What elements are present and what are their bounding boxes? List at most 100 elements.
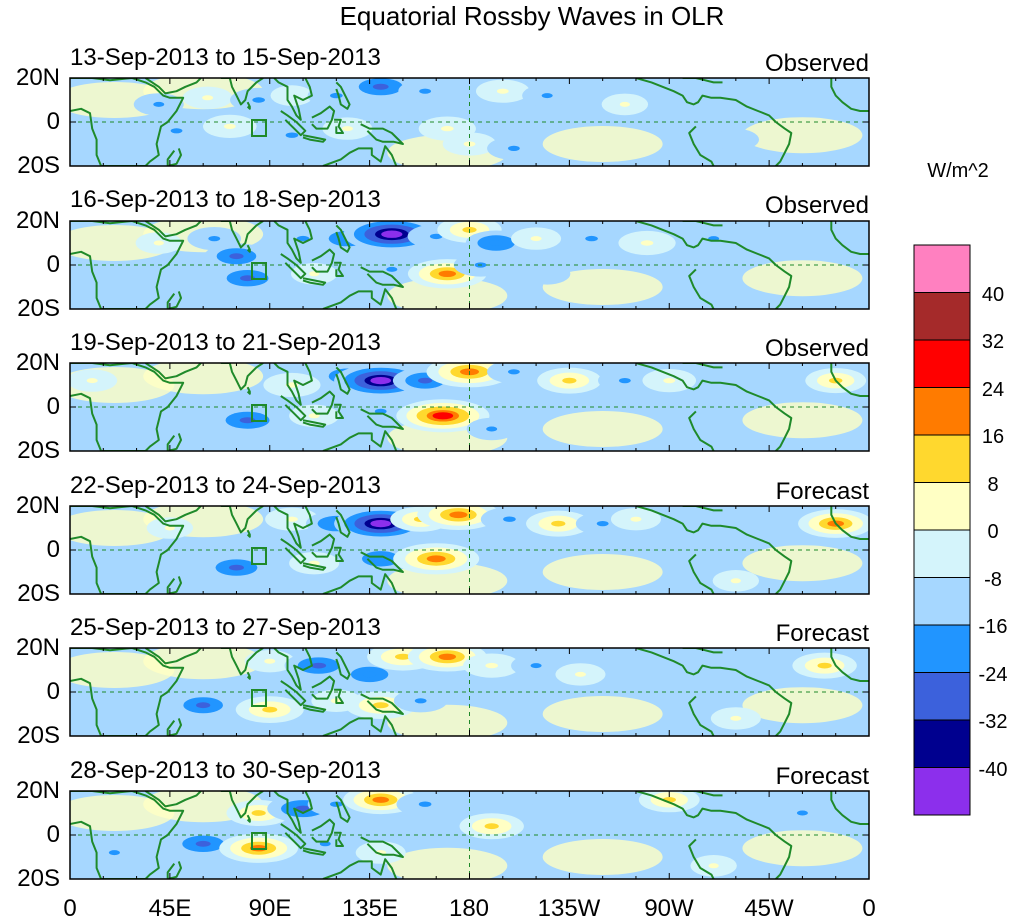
panel-6-arabia-outline — [144, 791, 202, 808]
panel-3-philippines-outline — [335, 366, 351, 395]
colorbar — [913, 244, 971, 816]
panel-1-anomaly-5 — [270, 85, 314, 106]
panel-1-philippines-outline — [335, 81, 351, 110]
colorbar-swatch-10 — [913, 672, 971, 721]
panel-4-anomaly-8-core — [551, 520, 566, 527]
panel-2-india-outline — [220, 221, 264, 249]
map-panel-4 — [70, 506, 869, 594]
panel-6-neutral-2 — [542, 839, 663, 875]
panel-6-lat-20s: 20S — [17, 865, 60, 892]
panel-5-anomaly-8 — [555, 663, 606, 686]
panel-6-anomaly-15 — [690, 855, 737, 877]
panel-5-anomaly-6-core — [485, 662, 498, 669]
panel-6-dates: 28-Sep-2013 to 30-Sep-2013 — [70, 757, 381, 784]
panel-1-anomaly-3 — [182, 86, 233, 110]
panel-6-anomaly-15-core — [708, 863, 719, 869]
panel-2-indochina-outline — [273, 221, 313, 264]
panel-4-west-africa-east-outline — [830, 506, 869, 540]
panel-6-anomaly-6-core — [484, 823, 499, 830]
panel-3-neutral-3 — [742, 402, 863, 439]
panel-5-anomaly-2 — [284, 652, 353, 679]
panel-4-madagascar-outline — [166, 576, 182, 594]
panel-6-java-outline — [302, 847, 327, 856]
panel-2-anomaly-11-core — [585, 235, 598, 242]
panel-5-madagascar-outline — [166, 718, 182, 736]
panel-5-anomaly-1 — [244, 650, 295, 673]
colorbar-swatch-3 — [913, 339, 971, 388]
panel-6-kind: Forecast — [775, 763, 869, 790]
panel-2-philippines-outline — [335, 224, 351, 253]
panel-6-anomaly-6 — [459, 813, 524, 840]
panel-6-sri-lanka-outline — [246, 814, 251, 823]
panel-5-anomaly-15 — [710, 707, 761, 730]
panel-5-sri-lanka-outline — [246, 671, 251, 680]
panel-6-sumatra-outline — [280, 823, 307, 850]
map-panel-6 — [70, 791, 869, 879]
panel-5-central-america-outline — [635, 648, 793, 736]
panel-5-anomaly-5-core — [438, 653, 457, 660]
panel-5-anomaly-6 — [463, 653, 521, 678]
panel-5-anomaly-7-core — [530, 663, 542, 669]
panel-4-sulawesi-outline — [334, 546, 344, 562]
panel-4-central-america-outline — [635, 506, 793, 594]
panel-3-anomaly-8-core — [562, 377, 577, 384]
panel-3-india-outline — [220, 363, 264, 391]
panel-3-neutral-4 — [143, 363, 264, 395]
panel-2-anomaly-10-core — [530, 236, 542, 242]
panel-1-neutral-2 — [542, 126, 663, 162]
panel-1-borneo-outline — [311, 105, 336, 130]
colorbar-swatch-2 — [913, 292, 971, 341]
panel-2-anomaly-12-core — [640, 240, 654, 246]
panel-5-anomaly-7 — [511, 654, 562, 677]
panel-3-anomaly-5-core — [418, 377, 433, 384]
panel-1-australia-outline — [322, 145, 398, 166]
panel-6-indochina-outline — [273, 791, 313, 834]
panel-6-philippines-outline — [335, 794, 351, 823]
panel-5-arabia-outline — [144, 648, 202, 665]
panel-1-west-africa-east-outline — [830, 78, 869, 112]
panel-1-anomaly-16-core — [441, 125, 454, 132]
panel-1-lat-20s: 20S — [17, 152, 60, 179]
panel-1-anomaly-6-core — [330, 92, 343, 99]
panel-3-borneo-outline — [311, 390, 336, 415]
panel-4-india-outline — [220, 506, 264, 534]
map-panel-5 — [70, 648, 869, 736]
panel-1-ticks — [69, 77, 870, 167]
panel-2-kind: Observed — [764, 192, 869, 219]
panel-4-anomaly-9-core — [596, 521, 609, 527]
panel-5-indochina-outline — [273, 648, 313, 691]
panel-1-anomaly-13-core — [223, 123, 236, 129]
panel-2-anomaly-9 — [465, 230, 527, 256]
panel-2-anomaly-19 — [523, 263, 571, 285]
panel-5-anomaly-10-core — [196, 702, 211, 709]
panel-1-india-outline — [220, 78, 264, 106]
panel-1-lat-20n: 20N — [15, 64, 60, 91]
panel-5-anomaly-15-core — [730, 715, 742, 721]
panel-1-anomaly-19-core — [730, 137, 741, 143]
panel-3-west-africa-east-outline — [830, 363, 869, 397]
panel-1-south-america-west-outline — [688, 125, 715, 166]
panel-1-anomaly-2-core — [170, 128, 183, 134]
panel-2-caribbean-outline — [682, 221, 723, 227]
panel-1-anomaly-9-core — [496, 88, 509, 94]
panel-3-australia-outline — [322, 430, 398, 451]
panel-4-region-box — [250, 547, 267, 565]
colorbar-swatch-5 — [913, 434, 971, 483]
panel-1-caribbean-outline — [682, 78, 723, 84]
panel-3-anomaly-7-core — [507, 369, 520, 375]
panel-5-borneo-outline — [311, 675, 336, 700]
panel-4-indochina-outline — [273, 506, 313, 549]
panel-4-new-guinea-outline — [360, 551, 404, 573]
panel-3-caribbean-outline — [682, 363, 723, 369]
panel-5-region-box — [250, 689, 267, 707]
panel-5-caribbean-outline — [682, 648, 723, 654]
panel-4-philippines-outline — [335, 509, 351, 538]
panel-5-anomaly-3-core — [362, 671, 377, 678]
panel-3-sri-lanka-outline — [246, 386, 251, 395]
panel-3-ticks — [69, 362, 870, 452]
panel-1-region-box — [250, 119, 267, 137]
colorbar-label-40: 40 — [981, 284, 1005, 306]
colorbar-label-32: 32 — [981, 331, 1005, 353]
